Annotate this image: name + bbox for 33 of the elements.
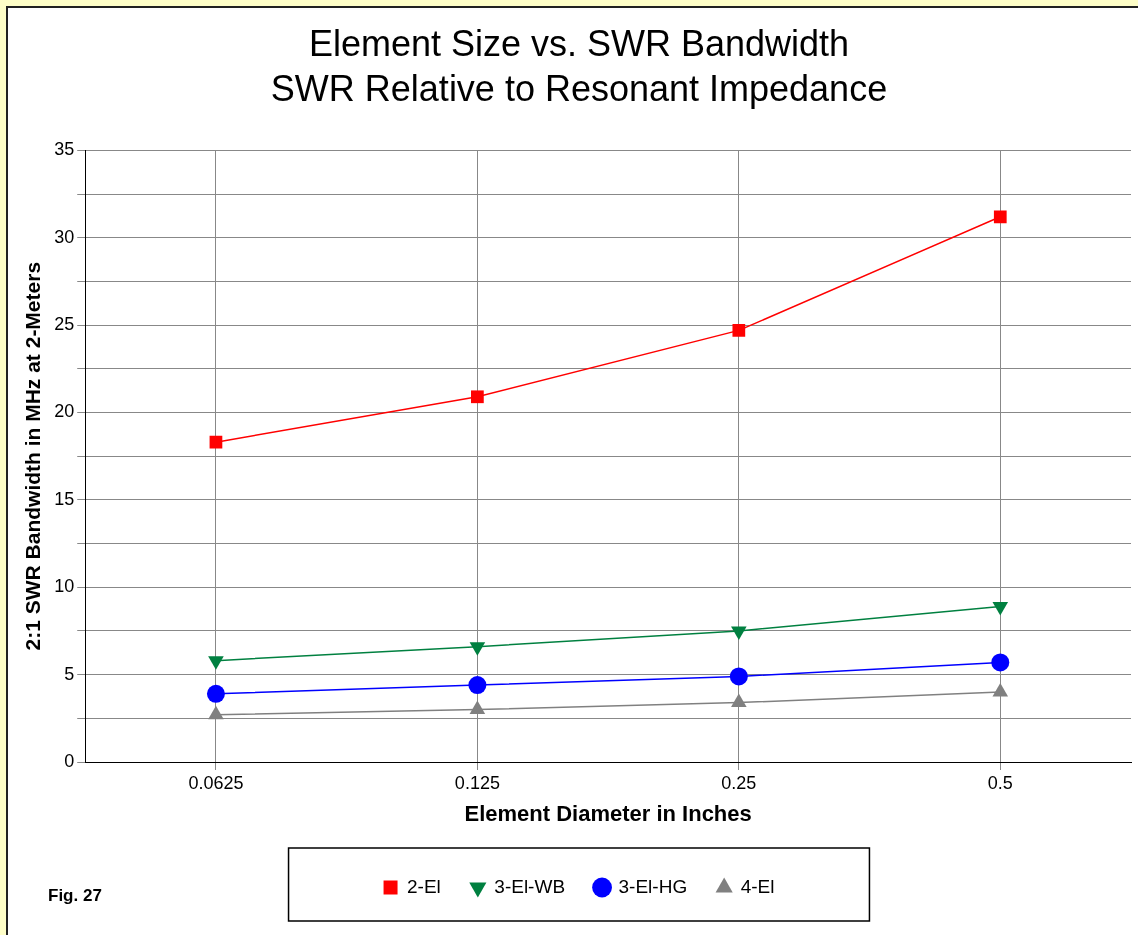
x-tick-label: 0.0625: [188, 772, 244, 793]
x-tick-label: 0.25: [721, 772, 757, 793]
y-tick-label: 10: [54, 576, 75, 597]
chart-title: Element Size vs. SWR Bandwidth: [308, 22, 850, 64]
point: [993, 210, 1007, 224]
point: [468, 676, 487, 695]
point: [992, 601, 1009, 616]
x-tick-label: 0.5: [987, 772, 1013, 793]
point: [208, 656, 224, 670]
point: [732, 324, 746, 337]
point: [469, 642, 486, 656]
y-axis-title: 2:1 SWR Bandwidth in MHz at 2-Meters: [21, 261, 45, 651]
y-tick-label: 20: [54, 401, 75, 422]
point: [471, 390, 484, 404]
chart-subtitle: SWR Relative to Resonant Impedance: [270, 67, 888, 109]
y-tick-label: 25: [54, 314, 75, 335]
point: [731, 626, 747, 640]
point: [206, 684, 225, 703]
caption: Fig. 27: [48, 886, 102, 906]
x-tick-label: 0.125: [454, 772, 500, 793]
legend-label: 3-El-HG: [618, 875, 688, 897]
y-tick-label: 0: [64, 750, 75, 771]
y-tick-label: 30: [54, 226, 75, 247]
legend-label: 2-El: [407, 875, 441, 897]
y-tick-label: 5: [64, 663, 75, 684]
point: [209, 435, 223, 449]
point: [991, 653, 1010, 672]
point: [729, 667, 748, 686]
x-axis-title: Element Diameter in Inches: [464, 800, 752, 826]
legend-label: 3-El-WB: [494, 875, 566, 897]
legend-label: 4-El: [740, 875, 775, 897]
y-tick-label: 15: [54, 488, 75, 509]
y-tick-label: 35: [54, 139, 75, 160]
